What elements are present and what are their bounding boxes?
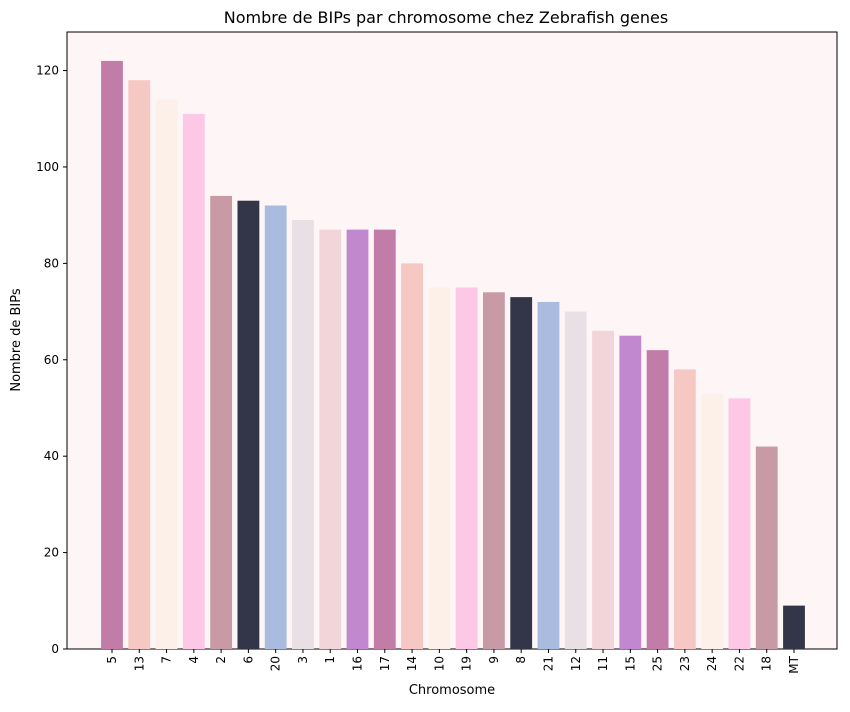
y-axis-label: Nombre de BIPs	[9, 288, 24, 392]
x-tick-label: 2	[214, 656, 228, 664]
bar-17	[373, 229, 396, 649]
bar-18	[755, 446, 778, 649]
x-tick-label: 13	[132, 656, 146, 671]
bar-16	[346, 229, 369, 649]
bar-13	[128, 80, 151, 649]
x-tick-label: 5	[105, 656, 119, 664]
bar-23	[673, 369, 696, 649]
bar-21	[537, 301, 560, 649]
bar-6	[237, 200, 260, 649]
y-tick-label: 60	[44, 353, 59, 367]
bar-15	[619, 335, 642, 649]
bar-8	[510, 297, 533, 649]
bar-7	[155, 99, 178, 650]
x-tick-label: 6	[241, 656, 255, 664]
y-axis: 0 20 40 60 80 100 120	[36, 64, 67, 656]
bar-MT	[783, 605, 805, 649]
bar-9	[483, 292, 505, 649]
x-tick-label: 7	[160, 656, 174, 664]
x-tick-label: 8	[514, 656, 528, 664]
x-tick-label: 11	[596, 656, 610, 671]
chart-title: Nombre de BIPs par chromosome chez Zebra…	[224, 8, 668, 27]
x-tick-label: 23	[678, 656, 692, 671]
bar-12	[564, 311, 587, 649]
bar-2	[210, 195, 233, 649]
y-tick-label: 100	[36, 160, 59, 174]
x-tick-label: 18	[760, 656, 774, 671]
x-tick-label: 1	[323, 656, 337, 664]
bar-3	[292, 219, 314, 650]
x-tick-label: 22	[732, 656, 746, 671]
bars-group	[101, 60, 805, 650]
bar-14	[401, 263, 423, 650]
x-tick-label: MT	[787, 655, 801, 673]
bar-24	[701, 393, 724, 649]
x-tick-label: 25	[651, 656, 665, 671]
bar-25	[646, 350, 669, 649]
y-tick-label: 40	[44, 449, 59, 463]
bar-20	[264, 205, 287, 649]
bar-4	[182, 113, 205, 649]
bar-1	[319, 229, 342, 649]
x-tick-label: 15	[623, 656, 637, 671]
x-tick-label: 9	[487, 656, 501, 664]
x-tick-label: 21	[541, 656, 555, 671]
x-axis-label: Chromosome	[409, 683, 495, 698]
x-tick-label: 20	[269, 656, 283, 671]
x-tick-label: 24	[705, 656, 719, 671]
x-tick-label: 3	[296, 656, 310, 664]
y-tick-label: 0	[51, 642, 59, 656]
x-tick-label: 10	[432, 656, 446, 671]
bar-22	[728, 398, 751, 649]
bar-19	[455, 287, 478, 649]
y-tick-label: 20	[44, 546, 59, 560]
x-tick-label: 17	[378, 656, 392, 671]
y-tick-label: 120	[36, 64, 59, 78]
x-tick-label: 12	[569, 656, 583, 671]
x-axis: 5 13 7 4 2 6 20 3 1 16 17 14 10 19 9 8 21 12 11 15 25 23 24 22 1…	[105, 649, 801, 674]
x-tick-label: 14	[405, 656, 419, 671]
bar-5	[101, 60, 123, 650]
bar-11	[592, 330, 614, 649]
x-tick-label: 4	[187, 656, 201, 664]
x-tick-label: 19	[460, 656, 474, 671]
y-tick-label: 80	[44, 256, 59, 270]
x-tick-label: 16	[351, 656, 365, 671]
bar-10	[428, 287, 451, 649]
